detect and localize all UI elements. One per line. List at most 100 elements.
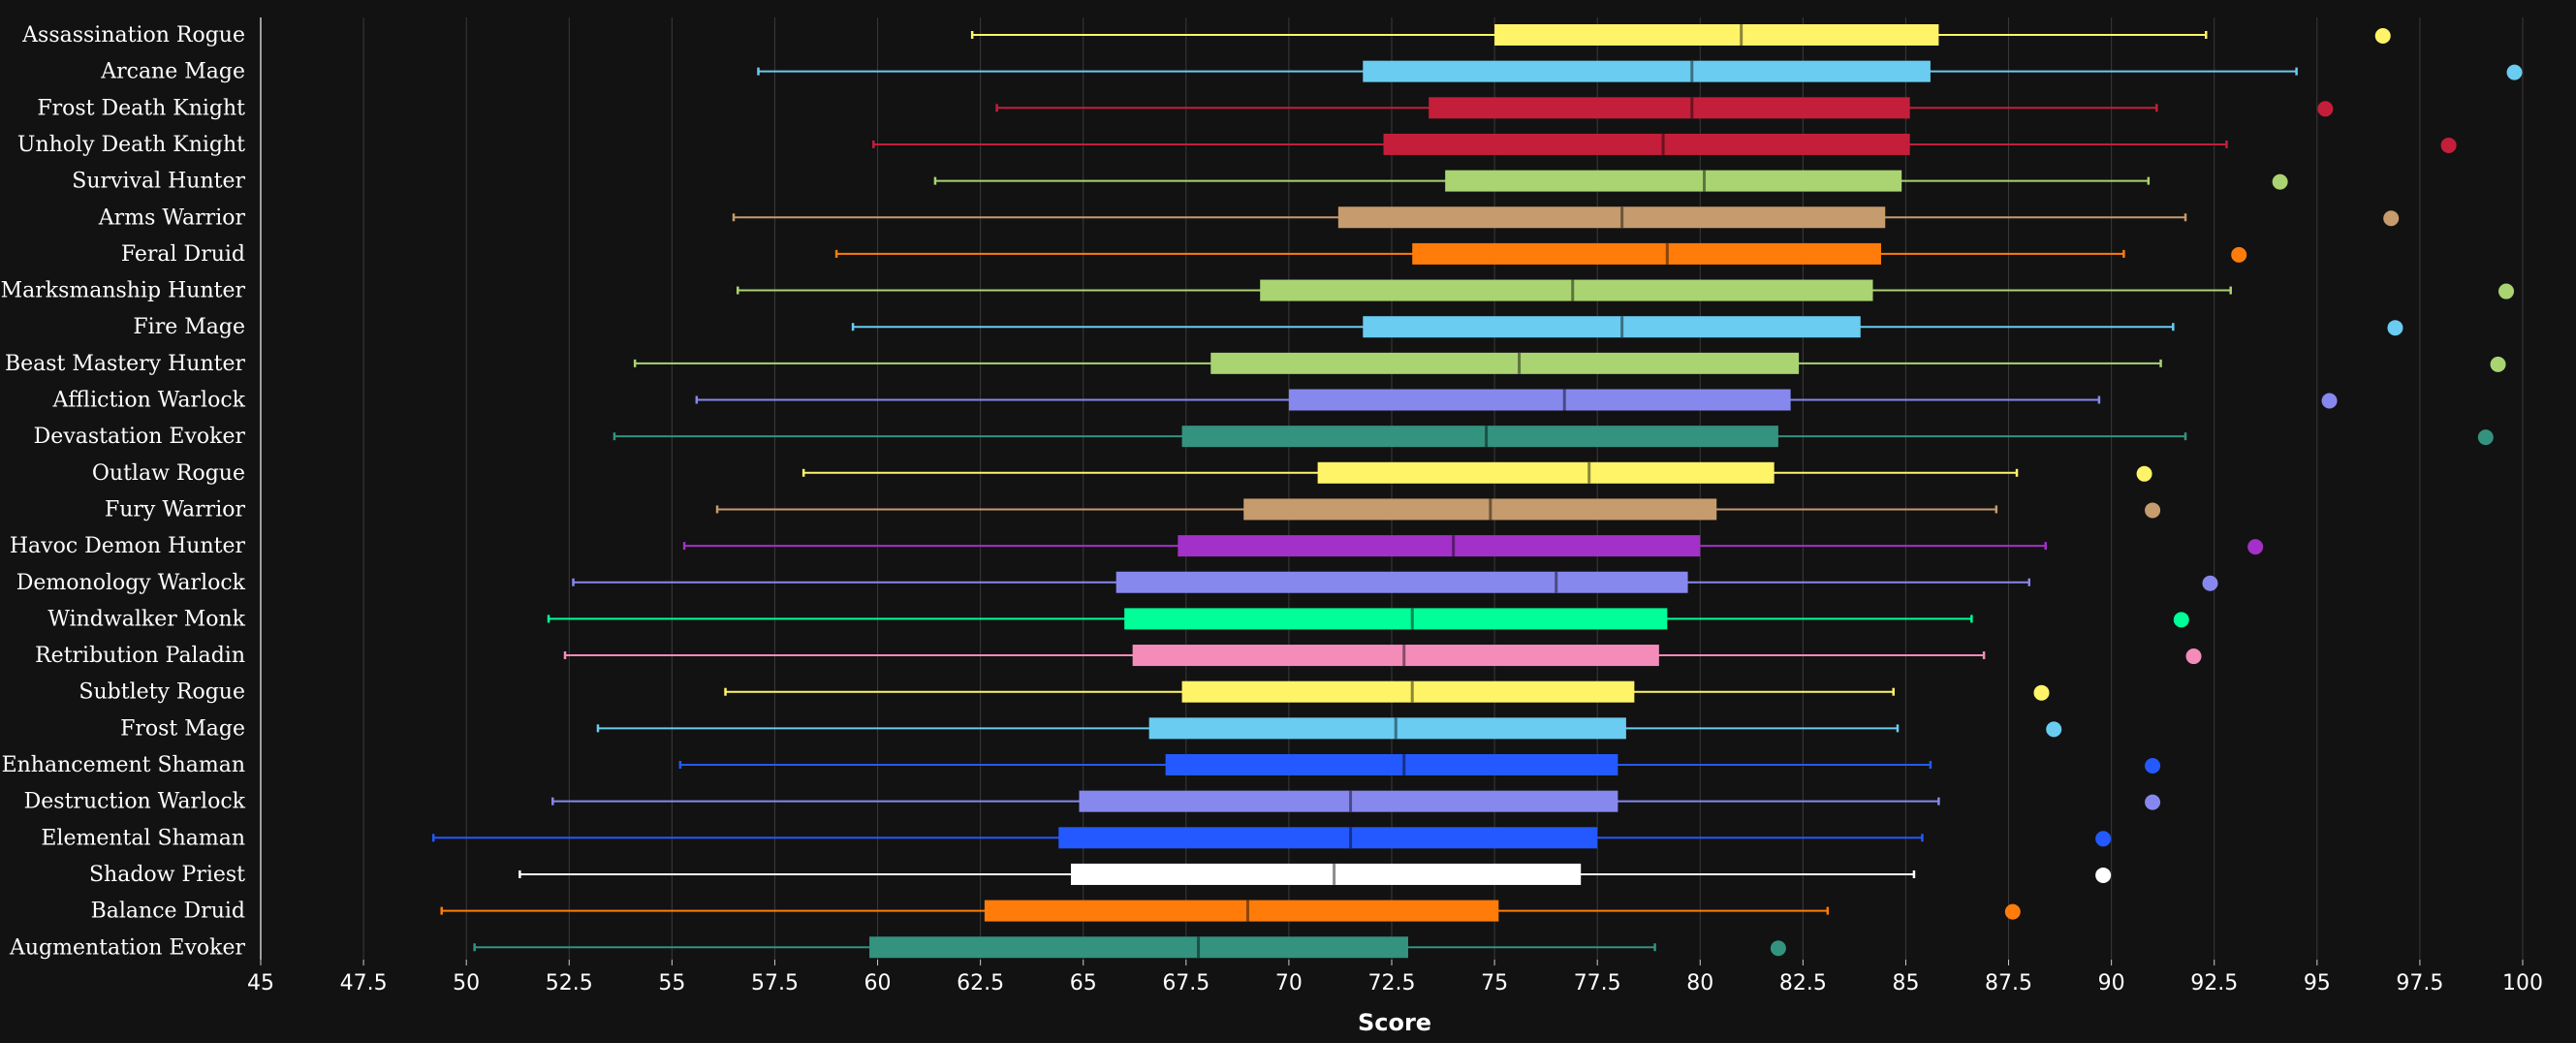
y-category-label: Fury Warrior	[105, 497, 246, 522]
box-row	[834, 242, 2247, 265]
box-row	[572, 571, 2218, 593]
y-category-label: Marksmanship Hunter	[1, 279, 246, 303]
iqr-box	[1181, 426, 1778, 448]
box-row	[851, 316, 2403, 338]
iqr-box	[1165, 754, 1618, 775]
outlier-point	[2383, 210, 2400, 227]
y-category-label: Beast Mastery Hunter	[5, 352, 246, 376]
y-category-label: Elemental Shaman	[41, 826, 245, 850]
outlier-point	[2374, 28, 2391, 44]
box-row	[563, 645, 2202, 667]
box-row	[715, 498, 2161, 521]
box-row	[757, 60, 2523, 82]
outlier-point	[2046, 721, 2062, 738]
outlier-point	[2498, 283, 2515, 300]
y-category-label: Balance Druid	[91, 900, 245, 924]
iqr-box	[1363, 60, 1931, 82]
outlier-point	[2004, 903, 2021, 920]
y-category-label: Affliction Warlock	[52, 389, 246, 413]
outlier-point	[1770, 940, 1786, 957]
y-category-label: Havoc Demon Hunter	[10, 534, 246, 558]
outlier-point	[2490, 356, 2506, 372]
iqr-box	[1058, 827, 1598, 849]
iqr-box	[1178, 535, 1701, 557]
box-row	[633, 352, 2506, 374]
y-category-label: Shadow Priest	[89, 863, 245, 887]
y-category-label: Arms Warrior	[98, 205, 246, 230]
outlier-point	[2247, 539, 2264, 555]
y-category-label: Feral Druid	[121, 242, 245, 267]
outlier-point	[2173, 612, 2189, 628]
box-row	[732, 206, 2400, 229]
x-tick-label: 70	[1275, 971, 1303, 996]
y-category-label: Retribution Paladin	[35, 644, 245, 668]
box-row	[801, 461, 2152, 484]
x-tick-label: 67.5	[1162, 971, 1209, 996]
box-row	[678, 754, 2161, 775]
box-row	[551, 790, 2161, 812]
x-tick-label: 95	[2304, 971, 2331, 996]
box-row	[440, 900, 2021, 922]
x-axis-tick-labels: 45 47.5 50 52.5 55 57.5 60 62.5 65 67.5 70 72.5 75 77…	[247, 960, 2543, 996]
iqr-box	[1317, 461, 1775, 484]
box-row	[682, 535, 2264, 557]
x-tick-label: 72.5	[1368, 971, 1416, 996]
outlier-point	[2231, 246, 2247, 263]
y-axis-labels: Assassination Rogue Arcane Mage Frost Deat…	[1, 23, 246, 960]
outlier-point	[2321, 393, 2338, 409]
iqr-box	[1115, 571, 1688, 593]
y-category-label: Fire Mage	[133, 315, 245, 339]
y-category-label: Outlaw Rogue	[92, 461, 245, 486]
x-tick-label: 55	[658, 971, 685, 996]
outlier-point	[2387, 320, 2403, 336]
y-category-label: Destruction Warlock	[24, 790, 246, 814]
outlier-point	[2095, 831, 2112, 847]
iqr-box	[1260, 279, 1873, 301]
outlier-point	[2440, 137, 2457, 153]
y-category-label: Augmentation Evoker	[9, 935, 246, 960]
iqr-box	[1070, 863, 1582, 885]
box-row	[872, 133, 2457, 155]
outlier-point	[2477, 429, 2494, 446]
box-row	[473, 936, 1786, 959]
x-tick-label: 92.5	[2190, 971, 2238, 996]
y-category-label: Unholy Death Knight	[17, 133, 245, 157]
iqr-box	[1243, 498, 1717, 521]
x-tick-label: 52.5	[546, 971, 593, 996]
iqr-box	[1124, 608, 1668, 630]
outlier-point	[2202, 575, 2218, 591]
iqr-box	[1181, 680, 1635, 703]
box-row	[518, 863, 2112, 885]
iqr-box	[1494, 24, 1939, 46]
y-category-label: Demonology Warlock	[16, 571, 246, 595]
y-category-label: Subtlety Rogue	[79, 680, 245, 705]
box-row	[547, 608, 2189, 630]
iqr-box	[1148, 717, 1626, 740]
y-category-label: Frost Mage	[120, 716, 245, 741]
x-tick-label: 100	[2502, 971, 2543, 996]
x-tick-label: 62.5	[957, 971, 1004, 996]
y-category-label: Assassination Rogue	[21, 23, 245, 47]
x-tick-label: 60	[864, 971, 892, 996]
box-row	[596, 717, 2062, 740]
iqr-box	[1079, 790, 1618, 812]
box-row	[737, 279, 2515, 301]
iqr-box	[1337, 206, 1886, 229]
box-row	[933, 170, 2288, 192]
iqr-box	[1210, 352, 1800, 374]
outlier-point	[2185, 648, 2202, 665]
box-row	[995, 97, 2334, 119]
y-category-label: Enhancement Shaman	[2, 753, 245, 777]
outlier-point	[2272, 174, 2288, 190]
x-tick-label: 90	[2098, 971, 2125, 996]
iqr-box	[1363, 316, 1861, 338]
iqr-box	[1445, 170, 1902, 192]
outlier-point	[2317, 101, 2334, 117]
iqr-box	[1383, 133, 1910, 155]
y-category-label: Arcane Mage	[100, 60, 245, 84]
x-tick-label: 77.5	[1574, 971, 1621, 996]
iqr-box	[869, 936, 1408, 959]
outlier-point	[2145, 502, 2161, 519]
box-row	[970, 24, 2391, 46]
iqr-box	[1132, 645, 1659, 667]
